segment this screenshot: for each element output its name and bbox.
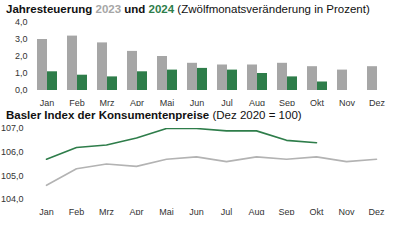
- svg-text:Nov: Nov: [338, 207, 355, 215]
- svg-text:Okt: Okt: [310, 98, 325, 106]
- svg-text:2,0: 2,0: [15, 51, 28, 61]
- svg-text:Jan: Jan: [39, 207, 54, 215]
- svg-text:Nov: Nov: [339, 98, 356, 106]
- svg-text:105,0: 105,0: [1, 171, 24, 181]
- svg-text:Jun: Jun: [189, 207, 204, 215]
- svg-text:Apr: Apr: [130, 98, 144, 106]
- svg-text:0,0: 0,0: [15, 85, 28, 95]
- svg-text:Jul: Jul: [221, 207, 233, 215]
- svg-text:Mai: Mai: [159, 207, 174, 215]
- svg-text:Apr: Apr: [129, 207, 143, 215]
- svg-text:Mai: Mai: [160, 98, 175, 106]
- svg-text:Sep: Sep: [278, 207, 294, 215]
- svg-text:Jan: Jan: [40, 98, 55, 106]
- svg-text:Dez: Dez: [369, 98, 386, 106]
- svg-text:Aug: Aug: [249, 98, 265, 106]
- svg-text:Dez: Dez: [368, 207, 385, 215]
- svg-text:Aug: Aug: [248, 207, 264, 215]
- svg-text:Feb: Feb: [69, 98, 85, 106]
- svg-text:Jun: Jun: [190, 98, 205, 106]
- svg-text:Sep: Sep: [279, 98, 295, 106]
- svg-text:104,0: 104,0: [1, 194, 24, 204]
- html-text:Jahresteuerung 2023 und 2024 (: Jahresteuerung 2023 und 2024 (Zwölfmonat…: [6, 3, 370, 15]
- svg-text:Mrz: Mrz: [99, 207, 114, 215]
- svg-text:Jul: Jul: [221, 98, 233, 106]
- svg-text:Mrz: Mrz: [100, 98, 115, 106]
- svg-text:4,0: 4,0: [15, 17, 28, 27]
- svg-text:3,0: 3,0: [15, 34, 28, 44]
- svg-text:1,0: 1,0: [15, 68, 28, 78]
- html-text:Basler Index der Konsumentenpr: Basler Index der Konsumentenpreise (Dez …: [6, 109, 302, 121]
- svg-text:106,0: 106,0: [1, 147, 24, 157]
- svg-text:107,0: 107,0: [1, 123, 24, 133]
- svg-text:Feb: Feb: [69, 207, 85, 215]
- svg-text:Okt: Okt: [309, 207, 324, 215]
